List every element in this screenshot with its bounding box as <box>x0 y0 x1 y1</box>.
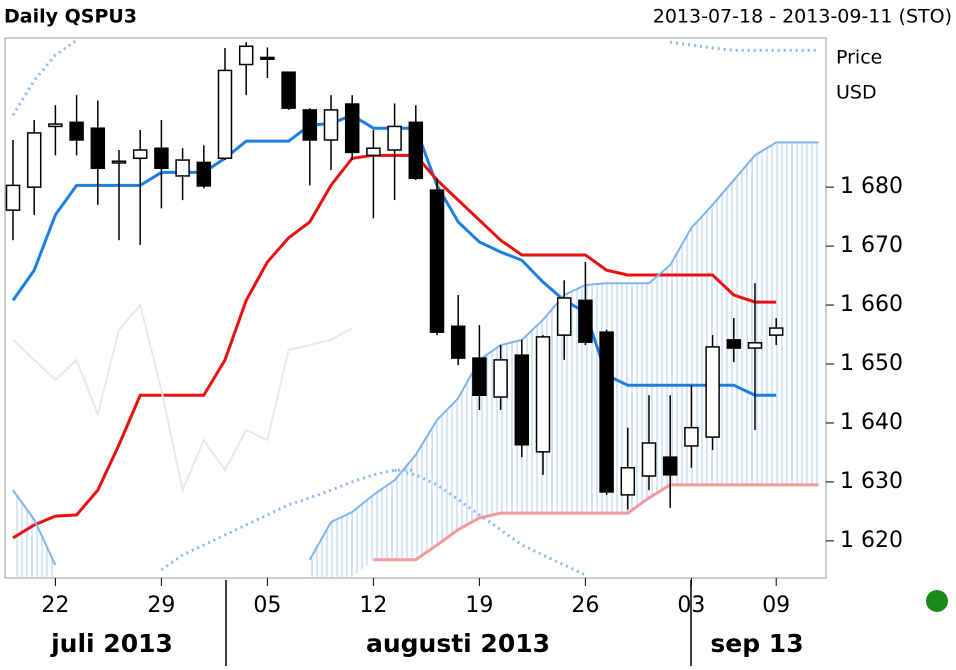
candle-body <box>196 161 212 187</box>
candle-body <box>493 359 508 398</box>
indicator-line <box>12 489 57 566</box>
candle-body <box>641 442 657 477</box>
indicator-line <box>12 302 353 494</box>
candle-body <box>132 149 148 160</box>
cloud <box>309 142 819 578</box>
x-tick-label: 12 <box>359 593 387 618</box>
x-tick-label: 22 <box>41 593 69 618</box>
x-tick-label: 19 <box>465 593 493 618</box>
candle-body <box>556 297 572 336</box>
candle-body <box>302 109 318 141</box>
candle-body <box>535 336 551 453</box>
candle-body <box>578 299 593 343</box>
candle-body <box>175 159 190 177</box>
candle-body <box>323 109 339 141</box>
month-label: augusti 2013 <box>366 629 550 658</box>
candle-body <box>154 147 169 170</box>
candle-body <box>599 331 614 493</box>
y-tick-label: 1 680 <box>840 174 903 199</box>
indicator-line <box>669 40 819 52</box>
cloud <box>13 490 56 578</box>
x-tick-label: 29 <box>147 593 175 618</box>
x-tick-label: 09 <box>762 593 790 618</box>
candle-body <box>408 121 424 180</box>
candle-body <box>684 426 699 447</box>
chart-title: Daily QSPU3 <box>4 6 137 28</box>
candle-body <box>662 456 678 476</box>
candle-body <box>90 127 106 170</box>
y-tick-label: 1 620 <box>840 528 903 553</box>
indicator-line <box>373 483 819 562</box>
x-tick-label: 03 <box>677 593 705 618</box>
axis-unit: USD <box>836 82 877 104</box>
y-tick-label: 1 660 <box>840 292 903 317</box>
x-tick-label: 26 <box>571 593 599 618</box>
indicator-line <box>160 468 416 571</box>
candle-body <box>366 147 381 157</box>
month-label: sep 13 <box>710 629 803 658</box>
month-label: juli 2013 <box>50 629 173 658</box>
status-indicator <box>926 590 948 612</box>
x-tick-label: 05 <box>253 593 281 618</box>
candle-body <box>620 467 636 496</box>
axis-label: Price <box>836 47 882 69</box>
candle-body <box>472 357 487 396</box>
y-tick-label: 1 640 <box>840 410 903 435</box>
candle-body <box>768 327 784 336</box>
candle-body <box>514 354 530 446</box>
candle-body <box>450 325 466 359</box>
candle-body <box>26 132 42 188</box>
y-tick-label: 1 650 <box>840 351 903 376</box>
candle-body <box>5 184 21 211</box>
y-tick-label: 1 630 <box>840 469 903 494</box>
candle-body <box>281 71 296 109</box>
candle-body <box>69 121 84 141</box>
candle-body <box>217 69 233 160</box>
date-range: 2013-07-18 - 2013-09-11 (STO) <box>653 6 952 28</box>
candle-body <box>238 45 254 66</box>
candle-body <box>705 346 720 438</box>
plot <box>5 39 819 578</box>
candle-body <box>48 123 63 128</box>
candle-body <box>726 339 742 349</box>
candle-body <box>344 103 360 154</box>
candle-body <box>747 342 763 349</box>
y-tick-label: 1 670 <box>840 233 903 258</box>
candle-body <box>260 56 275 60</box>
candle-body <box>387 125 402 151</box>
candle-body <box>429 189 445 333</box>
candle-body <box>111 160 127 164</box>
